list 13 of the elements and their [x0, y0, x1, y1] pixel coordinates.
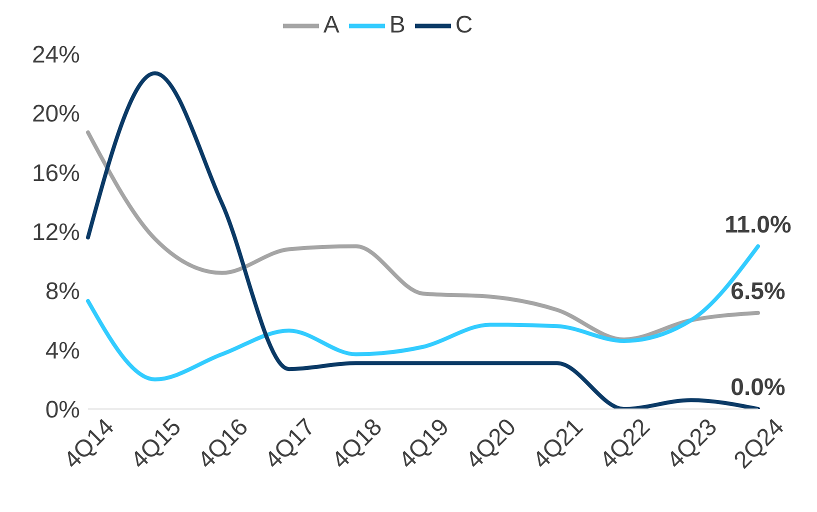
data-label: 11.0%: [724, 211, 792, 238]
y-tick-label: 0%: [45, 396, 80, 424]
data-label: 6.5%: [730, 278, 786, 305]
y-tick-label: 20%: [32, 100, 80, 128]
y-tick-label: 12%: [32, 219, 80, 246]
y-tick-label: 16%: [32, 160, 80, 187]
legend-label: C: [455, 11, 473, 38]
legend-label: B: [389, 11, 406, 38]
y-tick-label: 4%: [45, 337, 80, 364]
y-tick-label: 24%: [32, 42, 80, 69]
data-label: 0.0%: [730, 374, 786, 401]
y-tick-label: 8%: [45, 278, 80, 306]
legend-label: A: [323, 11, 340, 38]
